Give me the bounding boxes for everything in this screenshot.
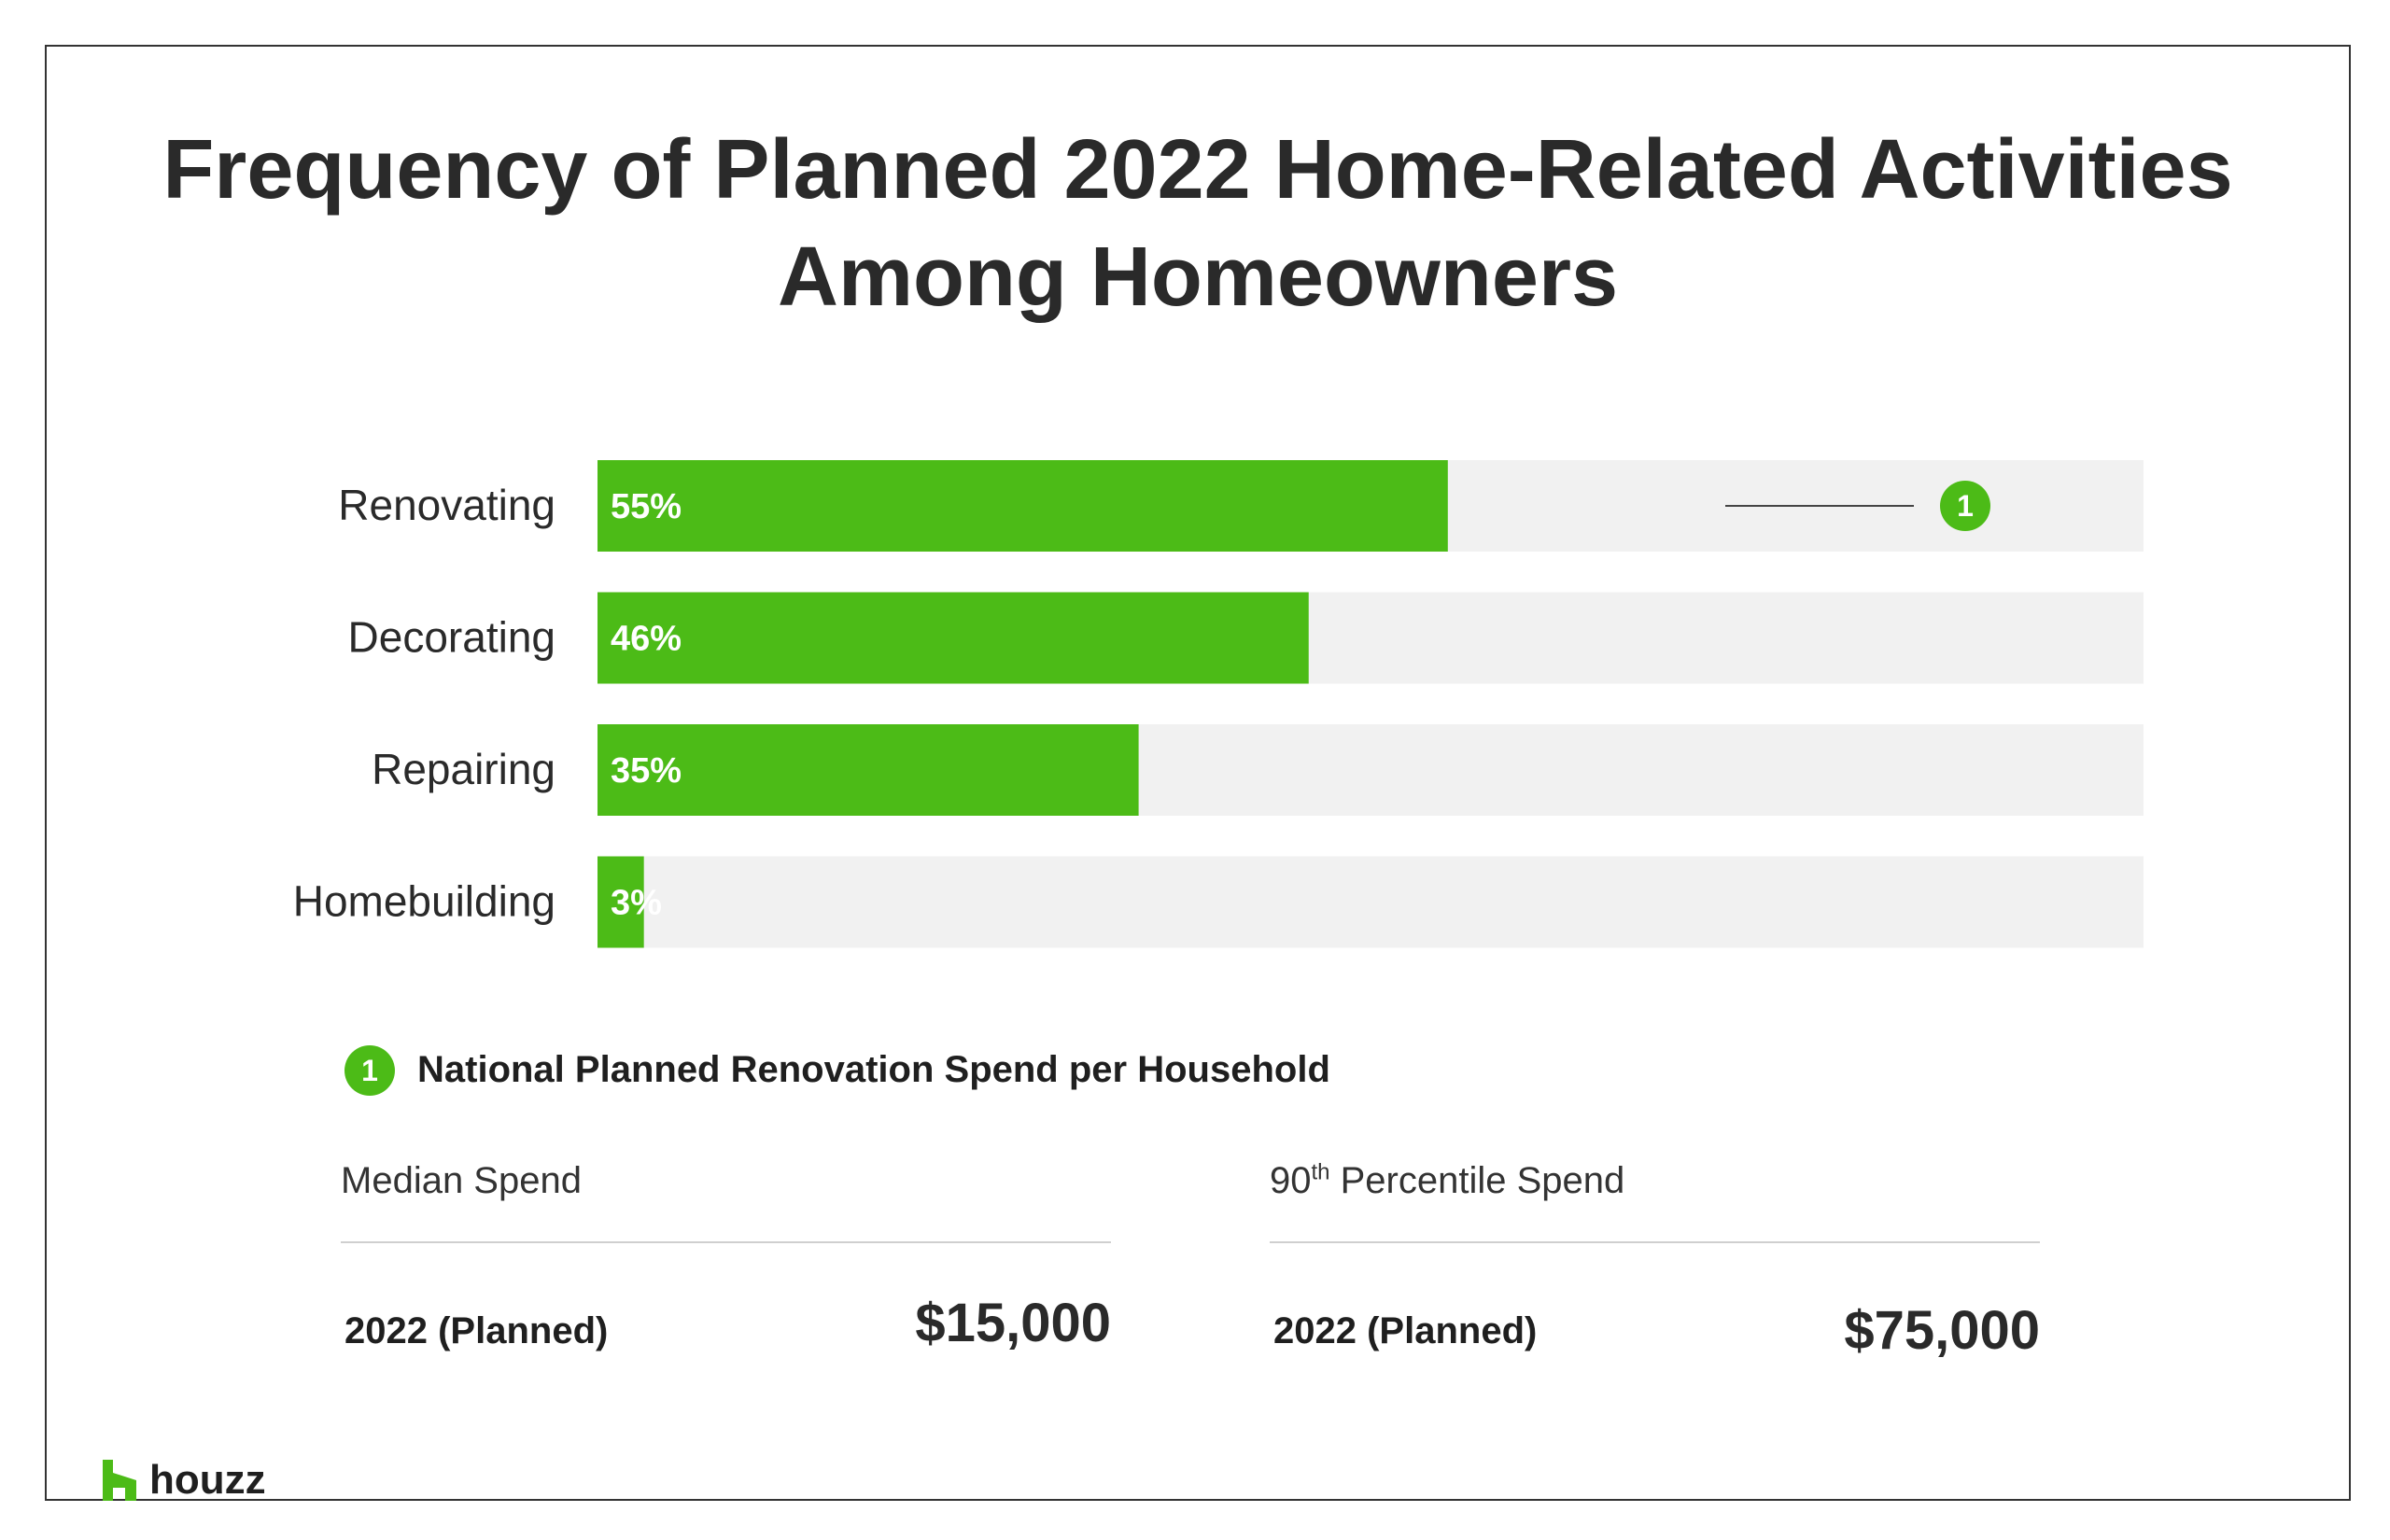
footnote-marker-badge: 1: [344, 1045, 395, 1096]
median-spend-value: $15,000: [915, 1293, 1111, 1353]
median-spend-panel: Median Spend 2022 (Planned) $15,000: [341, 1153, 1111, 1355]
chart-title-line-1: Frequency of Planned 2022 Home-Related A…: [162, 123, 2233, 217]
footnote-title: National Planned Renovation Spend per Ho…: [417, 1049, 1330, 1090]
bar-decorating: [598, 592, 1309, 684]
median-spend-heading: Median Spend: [341, 1160, 582, 1201]
data-label-repairing: 35%: [611, 751, 682, 791]
data-label-renovating: 55%: [611, 487, 682, 526]
annotation-marker-label: 1: [1957, 489, 1974, 523]
percentile-90-spend-row: 2022 (Planned) $75,000: [1270, 1243, 2040, 1361]
data-label-homebuilding: 3%: [611, 884, 662, 923]
median-spend-row-label: 2022 (Planned): [344, 1310, 609, 1351]
percentile-90-heading-suffix: th: [1311, 1159, 1330, 1185]
category-label-repairing: Repairing: [372, 745, 555, 793]
data-label-decorating: 46%: [611, 620, 682, 659]
houzz-logo: houzz: [101, 1456, 266, 1501]
annotation-marker-badge: [1940, 481, 1990, 531]
category-label-renovating: Renovating: [338, 481, 555, 529]
percentile-90-heading-number: 90: [1270, 1160, 1312, 1201]
percentile-90-spend-row-label: 2022 (Planned): [1273, 1310, 1538, 1351]
bar-repairing: [598, 724, 1139, 816]
median-spend-divider: [341, 1241, 1111, 1243]
category-label-homebuilding: Homebuilding: [293, 877, 555, 926]
percentile-90-spend-heading: 90th Percentile Spend: [1270, 1153, 2040, 1209]
category-label-decorating: Decorating: [348, 613, 555, 662]
bar-track-homebuilding: [598, 856, 2144, 948]
chart-frame: [45, 45, 2351, 1501]
bar-renovating: [598, 460, 1448, 552]
percentile-90-spend-panel: 90th Percentile Spend 2022 (Planned) $75…: [1270, 1153, 2040, 1361]
median-spend-row: 2022 (Planned) $15,000: [341, 1243, 1111, 1355]
houzz-wordmark: houzz: [149, 1457, 266, 1503]
percentile-90-spend-divider: [1270, 1241, 2040, 1243]
chart-title: Frequency of Planned 2022 Home-Related A…: [45, 117, 2351, 331]
bar-chart: Renovating 55% 1 Decorating 46% Repairing 35% H…: [293, 460, 2144, 948]
bar-homebuilding: [598, 856, 644, 948]
chart-title-line-2: Among Homeowners: [777, 231, 1619, 324]
percentile-90-spend-value: $75,000: [1844, 1300, 2040, 1361]
percentile-90-heading-rest: Percentile Spend: [1329, 1160, 1625, 1201]
houzz-h-icon: [103, 1460, 136, 1501]
